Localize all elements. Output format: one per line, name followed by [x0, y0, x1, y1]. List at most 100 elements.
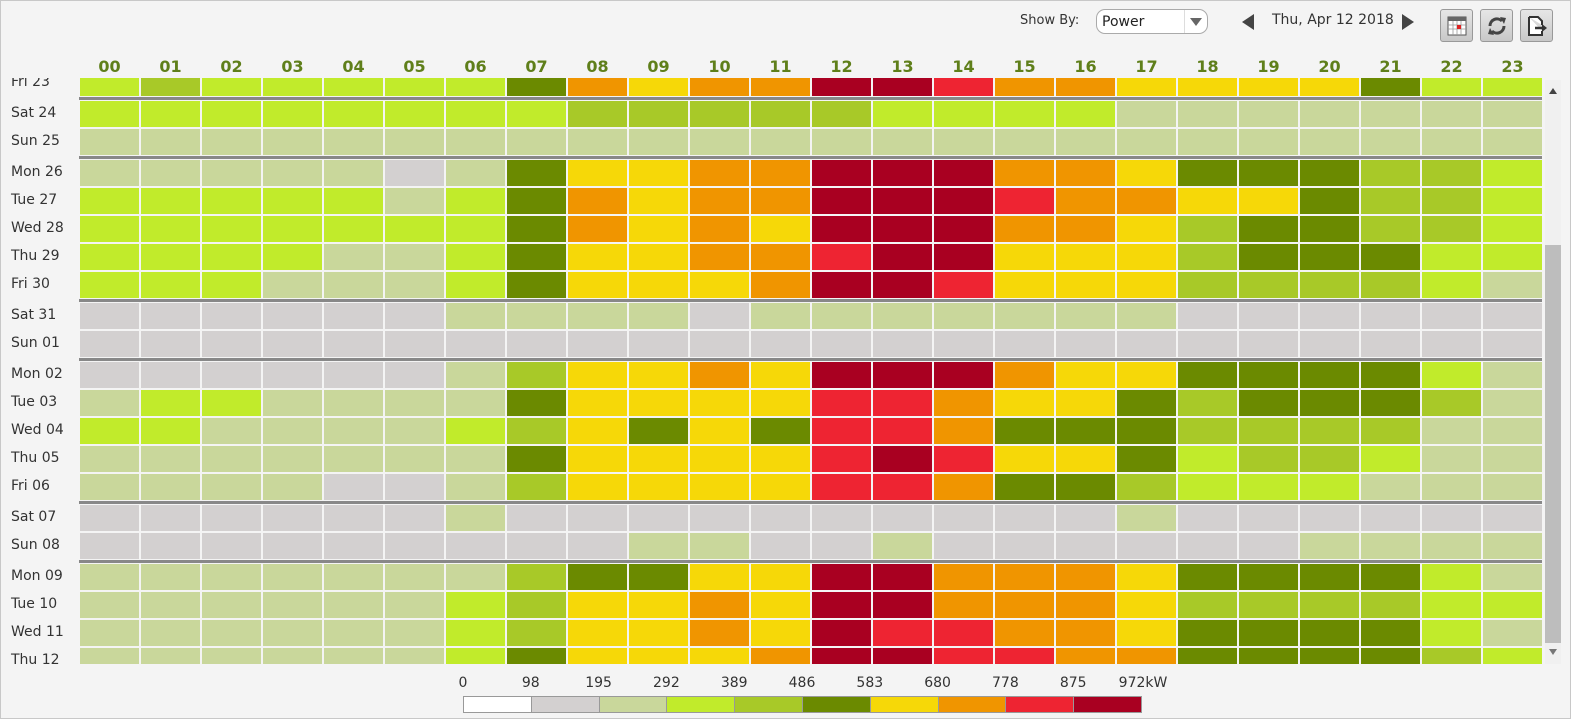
heatmap-cell[interactable]: [751, 188, 810, 214]
heatmap-cell[interactable]: [934, 303, 993, 329]
heatmap-cell[interactable]: [1361, 188, 1420, 214]
heatmap-cell[interactable]: [690, 648, 749, 664]
heatmap-cell[interactable]: [1056, 418, 1115, 444]
heatmap-cell[interactable]: [141, 188, 200, 214]
heatmap-cell[interactable]: [324, 272, 383, 298]
heatmap-cell[interactable]: [1239, 216, 1298, 242]
heatmap-cell[interactable]: [1239, 418, 1298, 444]
heatmap-cell[interactable]: [202, 244, 261, 270]
heatmap-cell[interactable]: [1300, 244, 1359, 270]
heatmap-cell[interactable]: [1178, 390, 1237, 416]
heatmap-cell[interactable]: [690, 101, 749, 127]
heatmap-cell[interactable]: [385, 331, 444, 357]
heatmap-cell[interactable]: [1361, 505, 1420, 531]
heatmap-cell[interactable]: [324, 244, 383, 270]
heatmap-cell[interactable]: [1056, 474, 1115, 500]
heatmap-cell[interactable]: [690, 533, 749, 559]
heatmap-cell[interactable]: [751, 244, 810, 270]
heatmap-cell[interactable]: [629, 390, 688, 416]
heatmap-cell[interactable]: [751, 446, 810, 472]
heatmap-cell[interactable]: [141, 101, 200, 127]
heatmap-cell[interactable]: [1117, 592, 1176, 618]
heatmap-cell[interactable]: [141, 160, 200, 186]
heatmap-cell[interactable]: [690, 418, 749, 444]
heatmap-cell[interactable]: [1239, 564, 1298, 590]
heatmap-cell[interactable]: [629, 331, 688, 357]
heatmap-cell[interactable]: [1300, 188, 1359, 214]
heatmap-cell[interactable]: [141, 129, 200, 155]
show-by-select[interactable]: Power: [1096, 9, 1208, 34]
heatmap-cell[interactable]: [1178, 362, 1237, 388]
heatmap-cell[interactable]: [1239, 101, 1298, 127]
heatmap-cell[interactable]: [446, 160, 505, 186]
heatmap-cell[interactable]: [1178, 188, 1237, 214]
heatmap-cell[interactable]: [446, 390, 505, 416]
heatmap-cell[interactable]: [80, 418, 139, 444]
heatmap-cell[interactable]: [324, 592, 383, 618]
heatmap-cell[interactable]: [1483, 505, 1542, 531]
heatmap-cell[interactable]: [80, 592, 139, 618]
heatmap-cell[interactable]: [385, 78, 444, 96]
heatmap-cell[interactable]: [812, 474, 871, 500]
heatmap-cell[interactable]: [1361, 446, 1420, 472]
heatmap-cell[interactable]: [1300, 620, 1359, 646]
heatmap-cell[interactable]: [934, 78, 993, 96]
heatmap-cell[interactable]: [1117, 188, 1176, 214]
heatmap-cell[interactable]: [1239, 505, 1298, 531]
heatmap-cell[interactable]: [141, 78, 200, 96]
heatmap-cell[interactable]: [1056, 188, 1115, 214]
heatmap-cell[interactable]: [202, 331, 261, 357]
heatmap-cell[interactable]: [1178, 592, 1237, 618]
heatmap-cell[interactable]: [141, 390, 200, 416]
heatmap-cell[interactable]: [568, 564, 627, 590]
heatmap-cell[interactable]: [1178, 620, 1237, 646]
heatmap-cell[interactable]: [1300, 331, 1359, 357]
heatmap-cell[interactable]: [1361, 129, 1420, 155]
heatmap-cell[interactable]: [1239, 533, 1298, 559]
heatmap-cell[interactable]: [934, 129, 993, 155]
heatmap-cell[interactable]: [385, 362, 444, 388]
heatmap-cell[interactable]: [812, 303, 871, 329]
heatmap-cell[interactable]: [1300, 418, 1359, 444]
heatmap-cell[interactable]: [1178, 418, 1237, 444]
heatmap-cell[interactable]: [568, 648, 627, 664]
heatmap-cell[interactable]: [690, 160, 749, 186]
heatmap-cell[interactable]: [1239, 272, 1298, 298]
heatmap-cell[interactable]: [1483, 78, 1542, 96]
heatmap-cell[interactable]: [263, 533, 322, 559]
heatmap-cell[interactable]: [751, 331, 810, 357]
heatmap-cell[interactable]: [873, 78, 932, 96]
heatmap-cell[interactable]: [202, 474, 261, 500]
heatmap-cell[interactable]: [568, 160, 627, 186]
heatmap-cell[interactable]: [446, 446, 505, 472]
heatmap-cell[interactable]: [1117, 505, 1176, 531]
heatmap-cell[interactable]: [80, 446, 139, 472]
heatmap-cell[interactable]: [751, 390, 810, 416]
heatmap-cell[interactable]: [629, 620, 688, 646]
heatmap-cell[interactable]: [1239, 303, 1298, 329]
heatmap-cell[interactable]: [507, 331, 566, 357]
heatmap-cell[interactable]: [385, 564, 444, 590]
heatmap-cell[interactable]: [1178, 129, 1237, 155]
heatmap-cell[interactable]: [1117, 362, 1176, 388]
heatmap-cell[interactable]: [263, 188, 322, 214]
heatmap-cell[interactable]: [1422, 78, 1481, 96]
heatmap-cell[interactable]: [995, 188, 1054, 214]
heatmap-cell[interactable]: [324, 418, 383, 444]
heatmap-cell[interactable]: [1483, 474, 1542, 500]
heatmap-cell[interactable]: [934, 418, 993, 444]
heatmap-cell[interactable]: [385, 216, 444, 242]
heatmap-cell[interactable]: [263, 418, 322, 444]
heatmap-cell[interactable]: [202, 620, 261, 646]
heatmap-cell[interactable]: [1422, 505, 1481, 531]
heatmap-cell[interactable]: [568, 129, 627, 155]
heatmap-cell[interactable]: [1056, 446, 1115, 472]
heatmap-cell[interactable]: [629, 533, 688, 559]
heatmap-cell[interactable]: [1422, 418, 1481, 444]
heatmap-cell[interactable]: [690, 272, 749, 298]
heatmap-cell[interactable]: [1422, 303, 1481, 329]
heatmap-cell[interactable]: [995, 160, 1054, 186]
heatmap-cell[interactable]: [934, 160, 993, 186]
heatmap-cell[interactable]: [690, 78, 749, 96]
heatmap-cell[interactable]: [324, 648, 383, 664]
